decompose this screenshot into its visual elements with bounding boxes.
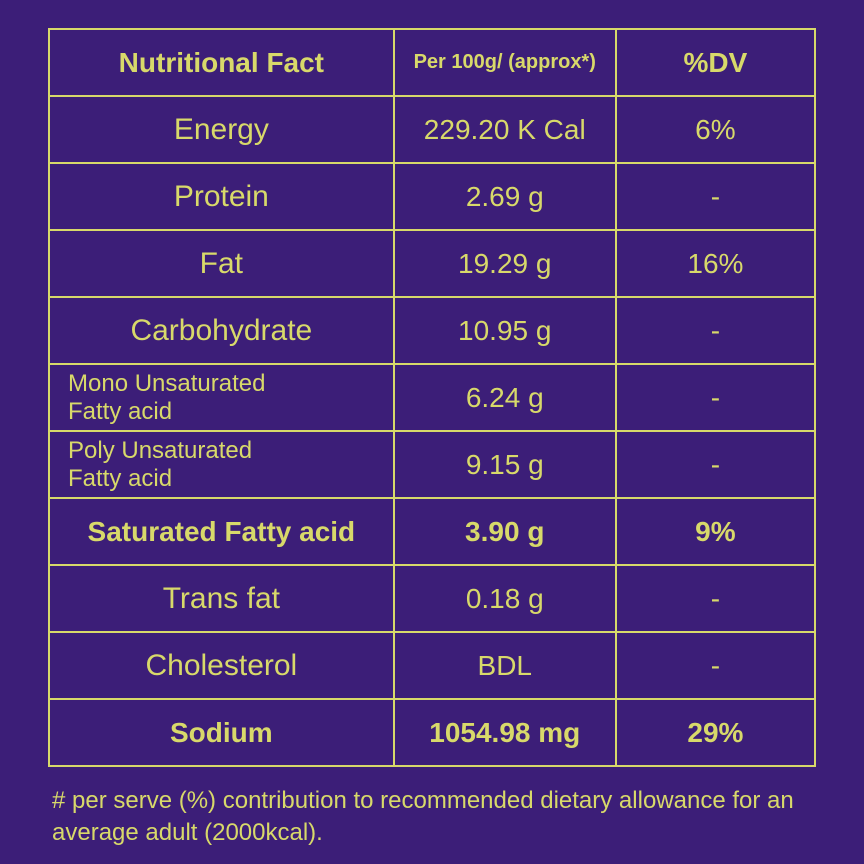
cell-name: Carbohydrate — [49, 297, 394, 364]
table-row: Energy229.20 K Cal6% — [49, 96, 815, 163]
cell-per100g: 1054.98 mg — [394, 699, 616, 766]
cell-dv: - — [616, 364, 815, 431]
cell-name: Poly UnsaturatedFatty acid — [49, 431, 394, 498]
cell-per100g: 3.90 g — [394, 498, 616, 565]
cell-dv: - — [616, 565, 815, 632]
cell-dv: 6% — [616, 96, 815, 163]
table-row: Saturated Fatty acid3.90 g9% — [49, 498, 815, 565]
cell-name: Mono UnsaturatedFatty acid — [49, 364, 394, 431]
cell-dv: - — [616, 431, 815, 498]
cell-per100g: 9.15 g — [394, 431, 616, 498]
cell-per100g: 229.20 K Cal — [394, 96, 616, 163]
cell-name: Cholesterol — [49, 632, 394, 699]
footnote-text: # per serve (%) contribution to recommen… — [48, 785, 816, 850]
cell-dv: 29% — [616, 699, 815, 766]
table-row: Trans fat0.18 g- — [49, 565, 815, 632]
table-row: Fat19.29 g16% — [49, 230, 815, 297]
cell-dv: - — [616, 163, 815, 230]
table-row: CholesterolBDL- — [49, 632, 815, 699]
nutrition-table-body: Energy229.20 K Cal6%Protein2.69 g-Fat19.… — [49, 96, 815, 766]
cell-per100g: 10.95 g — [394, 297, 616, 364]
header-per-100g: Per 100g/ (approx*) — [394, 29, 616, 96]
header-dv: %DV — [616, 29, 815, 96]
cell-name: Sodium — [49, 699, 394, 766]
cell-per100g: 19.29 g — [394, 230, 616, 297]
table-row: Sodium1054.98 mg29% — [49, 699, 815, 766]
cell-name: Saturated Fatty acid — [49, 498, 394, 565]
cell-name: Protein — [49, 163, 394, 230]
table-header-row: Nutritional Fact Per 100g/ (approx*) %DV — [49, 29, 815, 96]
header-nutritional-fact: Nutritional Fact — [49, 29, 394, 96]
table-row: Mono UnsaturatedFatty acid6.24 g- — [49, 364, 815, 431]
cell-per100g: 2.69 g — [394, 163, 616, 230]
cell-dv: - — [616, 297, 815, 364]
cell-name: Trans fat — [49, 565, 394, 632]
cell-dv: - — [616, 632, 815, 699]
table-row: Poly UnsaturatedFatty acid9.15 g- — [49, 431, 815, 498]
cell-name: Fat — [49, 230, 394, 297]
cell-per100g: 6.24 g — [394, 364, 616, 431]
table-row: Carbohydrate10.95 g- — [49, 297, 815, 364]
nutrition-table: Nutritional Fact Per 100g/ (approx*) %DV… — [48, 28, 816, 767]
cell-name: Energy — [49, 96, 394, 163]
table-row: Protein2.69 g- — [49, 163, 815, 230]
cell-dv: 9% — [616, 498, 815, 565]
cell-per100g: BDL — [394, 632, 616, 699]
cell-dv: 16% — [616, 230, 815, 297]
cell-per100g: 0.18 g — [394, 565, 616, 632]
